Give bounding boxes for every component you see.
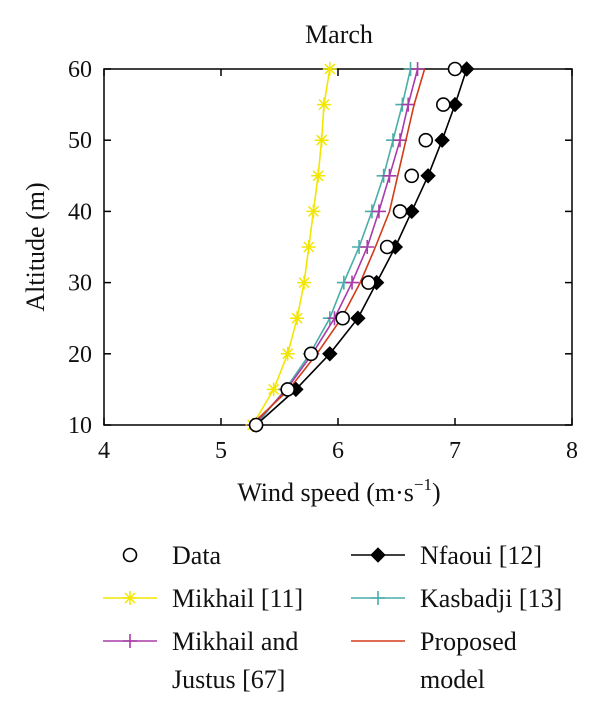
legend-marker — [371, 591, 385, 605]
data-point — [280, 346, 295, 361]
data-point — [404, 203, 420, 220]
data-point — [434, 132, 450, 148]
legend-marker — [122, 547, 138, 563]
y-tick-label: 10 — [68, 413, 92, 439]
data-point — [404, 168, 420, 184]
data-point — [435, 97, 451, 112]
data-point — [303, 346, 319, 362]
x-tick-label: 6 — [332, 438, 344, 464]
x-axis-label-main: Wind speed (m·s — [237, 478, 414, 507]
data-point — [420, 168, 436, 184]
x-axis-label-exponent: −1 — [414, 475, 432, 494]
legend-label: Proposed model — [420, 627, 517, 694]
legend-label: Kasbadji [13] — [420, 584, 562, 613]
data-point — [314, 133, 329, 148]
plot-frame — [103, 68, 573, 426]
legend-entry: Kasbadji [13] — [351, 584, 562, 613]
legend-entry: Nfaoui [12] — [351, 541, 542, 570]
legend-entry: Data — [122, 541, 222, 570]
x-axis-label: Wind speed (m·s−1) — [237, 475, 440, 507]
chart: March 4 5 6 7 8 10 20 30 40 50 60 Wind speed (m·s−… — [21, 20, 578, 507]
legend-marker — [123, 634, 137, 648]
y-tick-label: 40 — [68, 199, 92, 225]
x-axis-label-end: ) — [432, 478, 441, 507]
y-tick-label: 30 — [68, 271, 92, 297]
series-line — [250, 68, 426, 426]
legend-label: Mikhail and Justus [67] — [172, 627, 298, 694]
data-point — [311, 168, 326, 183]
data-point — [322, 346, 338, 362]
x-tick-label: 5 — [215, 438, 227, 464]
data-point — [335, 310, 350, 326]
x-tick-label: 4 — [98, 438, 110, 464]
legend: Data Nfaoui [12] Mikhail [11] Kasbadji [13]… — [103, 541, 562, 694]
data-point — [306, 204, 321, 219]
data-point — [447, 96, 463, 113]
data-point — [301, 240, 316, 254]
legend-entry: Proposed model — [351, 627, 517, 694]
chart-title: March — [305, 20, 373, 49]
y-tick-label: 20 — [68, 342, 92, 368]
series-line — [251, 68, 331, 426]
data-point — [316, 97, 331, 112]
data-point — [447, 61, 463, 77]
legend-marker — [370, 547, 386, 563]
data-point — [322, 62, 337, 76]
data-point — [458, 61, 475, 77]
data-point — [290, 311, 305, 326]
series-2 — [245, 62, 337, 432]
data-point — [248, 417, 264, 433]
data-point — [360, 240, 375, 254]
legend-marker — [123, 591, 137, 605]
data-point — [266, 382, 281, 397]
legend-label: Data — [172, 541, 222, 570]
data-point — [297, 275, 312, 290]
axis-ticks: 4 5 6 7 8 10 20 30 40 50 60 — [68, 57, 578, 464]
data-point — [350, 310, 366, 326]
legend-label: Nfaoui [12] — [420, 541, 542, 570]
data-point — [361, 275, 376, 290]
legend-label: Mikhail [11] — [172, 584, 303, 613]
data-point — [418, 132, 434, 148]
data-point — [410, 62, 425, 76]
data-point — [379, 239, 395, 255]
series-0 — [248, 61, 463, 433]
legend-entry: Mikhail and Justus [67] — [103, 627, 298, 694]
data-point — [371, 204, 386, 219]
y-axis-label: Altitude (m) — [21, 182, 50, 311]
data-point — [393, 133, 408, 148]
x-tick-label: 8 — [566, 438, 578, 464]
data-point — [392, 204, 408, 219]
series-layer — [245, 61, 475, 433]
data-point — [345, 275, 360, 290]
x-tick-label: 7 — [449, 438, 461, 464]
legend-entry: Mikhail [11] — [103, 584, 303, 613]
data-point — [382, 168, 397, 183]
series-5 — [250, 68, 426, 426]
y-tick-label: 60 — [68, 57, 92, 83]
data-point — [401, 97, 416, 112]
y-tick-label: 50 — [68, 128, 92, 154]
data-point — [280, 382, 295, 397]
